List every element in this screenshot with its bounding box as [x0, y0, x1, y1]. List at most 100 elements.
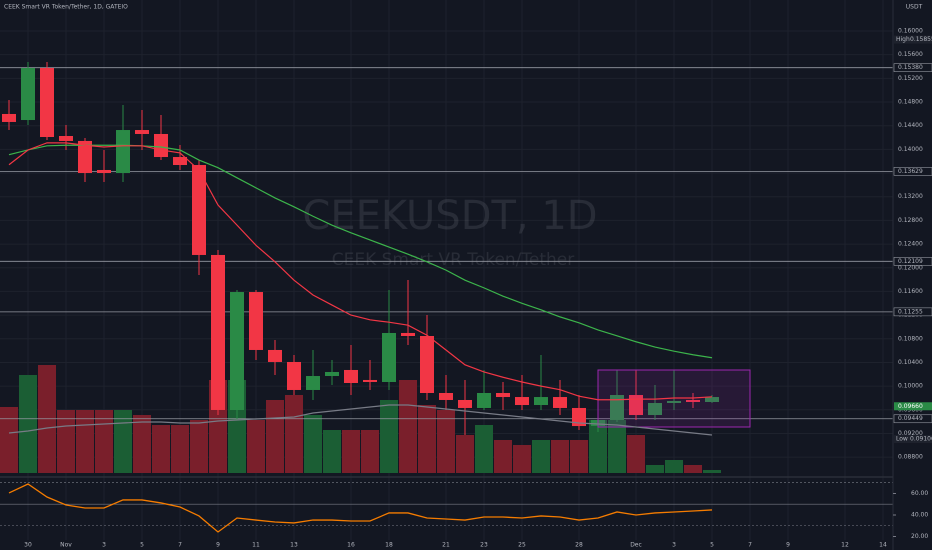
x-tick-label: 7 [748, 542, 752, 549]
candle-body [401, 332, 415, 337]
volume-bar [437, 410, 455, 473]
y-tick-label: 0.11600 [898, 288, 923, 295]
volume-layer [0, 365, 721, 473]
levels-layer [0, 67, 893, 420]
x-tick-label: 12 [841, 542, 849, 549]
candle-body [363, 379, 377, 382]
y-tick-label: 0.14400 [898, 122, 923, 129]
candle-body [97, 169, 111, 173]
marker-value: 0.15855 [910, 36, 932, 43]
chart-title: CEEK Smart VR Token/Tether, 1D, GATEIO [4, 4, 128, 11]
candle-body [59, 136, 73, 141]
candle-body [21, 67, 35, 121]
candle-body [306, 376, 320, 390]
y-tick-label: 0.10400 [898, 359, 923, 366]
x-tick-label: 16 [347, 542, 355, 549]
candle-body [268, 349, 282, 362]
volume-bar [399, 380, 417, 473]
volume-bar [171, 425, 189, 473]
x-tick-label: 13 [290, 542, 298, 549]
x-tick-label: 5 [710, 542, 714, 549]
level-label: 0.15380 [898, 64, 923, 71]
candle-body [648, 403, 662, 416]
volume-bar [0, 407, 18, 473]
y-tick-label: 0.10800 [898, 335, 923, 342]
volume-bar [380, 400, 398, 473]
watermark-subtitle: CEEK Smart VR Token/Tether [332, 250, 575, 270]
candle-body [686, 399, 700, 402]
lines-layer [8, 142, 713, 436]
candle-body [40, 67, 54, 138]
volume-bar [19, 375, 37, 473]
volume-bar [665, 460, 683, 473]
volume-bar [114, 410, 132, 473]
x-tick-label: Dec [630, 542, 642, 549]
level-label-box [893, 307, 932, 317]
candle-body [230, 292, 244, 410]
y-tick-label: 0.15600 [898, 51, 923, 58]
candle-body [705, 397, 719, 402]
volume-bar [551, 440, 569, 473]
last-price-label: 0.09660 [898, 403, 923, 410]
level-label-box [893, 167, 932, 176]
volume-bar [703, 470, 721, 473]
last-price-box [894, 402, 932, 411]
volume-bar [152, 425, 170, 473]
candle-body [420, 336, 434, 394]
candle-body [249, 292, 263, 350]
candle-body [610, 395, 624, 420]
volume-bar [285, 395, 303, 473]
candle-body [154, 133, 168, 158]
candle-body [2, 113, 16, 122]
volume-bar [304, 415, 322, 473]
marker-box [894, 35, 932, 44]
volume-bar [342, 430, 360, 473]
level-label: 0.12109 [898, 258, 923, 265]
marker-value: 0.09106 [910, 436, 932, 443]
x-tick-label: 25 [518, 542, 526, 549]
y-tick-label: 0.12400 [898, 241, 923, 248]
y-tick-label: 0.13200 [898, 193, 923, 200]
x-tick-label: 23 [480, 542, 488, 549]
marker-name: High [896, 36, 910, 43]
volume-bar [684, 465, 702, 473]
x-tick-label: 9 [786, 542, 790, 549]
volume-bar [266, 400, 284, 473]
volume-bar [513, 445, 531, 473]
volume-bar [95, 410, 113, 473]
y-tick-label: 0.08800 [898, 454, 923, 461]
y-tick-label: 0.09200 [898, 430, 923, 437]
x-tick-label: 30 [24, 542, 32, 549]
candle-body [534, 397, 548, 406]
x-tick-label: 3 [102, 542, 106, 549]
x-tick-label: 18 [385, 542, 393, 549]
level-label: 0.13629 [898, 168, 923, 175]
x-tick-label: 14 [879, 542, 887, 549]
volume-bar [570, 440, 588, 473]
level-label: 0.09449 [898, 415, 923, 422]
volume-bar [494, 440, 512, 473]
volume-bar [418, 405, 436, 473]
y-tick-label: 0.14800 [898, 99, 923, 106]
level-label-box [893, 63, 932, 72]
moving-average [8, 404, 713, 436]
volume-bar [627, 435, 645, 473]
candle-body [572, 407, 586, 427]
x-tick-label: 28 [575, 542, 583, 549]
candle-body [78, 140, 92, 173]
volume-bar [247, 420, 265, 473]
volume-bar [646, 465, 664, 473]
x-tick-label: 7 [178, 542, 182, 549]
volume-bar [589, 420, 607, 473]
candle-body [439, 393, 453, 400]
y-tick-label: 0.10000 [898, 383, 923, 390]
candle-body [211, 254, 225, 410]
rsi-line [8, 483, 713, 533]
candle-body [629, 395, 643, 416]
y-tick-label: 0.16000 [898, 28, 923, 35]
volume-bar [323, 430, 341, 473]
candle-body [496, 393, 510, 398]
moving-average [8, 142, 713, 401]
volume-bar [361, 430, 379, 473]
y-tick-label: 0.12000 [898, 264, 923, 271]
